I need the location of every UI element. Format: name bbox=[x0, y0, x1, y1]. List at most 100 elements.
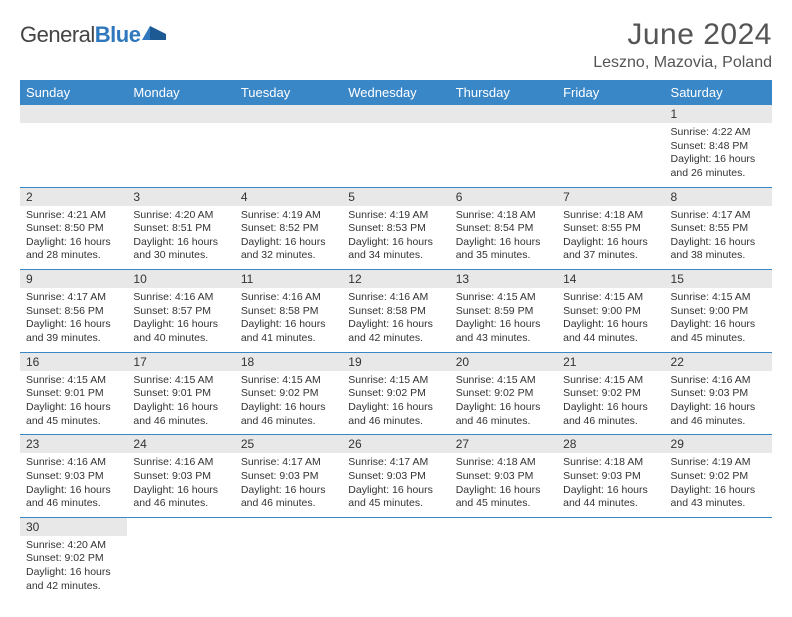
sunset-text: Sunset: 9:00 PM bbox=[671, 305, 766, 319]
day-content-cell bbox=[235, 536, 342, 600]
month-title: June 2024 bbox=[593, 18, 772, 52]
day-number-cell: 11 bbox=[235, 270, 342, 289]
day-content-cell: Sunrise: 4:20 AMSunset: 8:51 PMDaylight:… bbox=[127, 206, 234, 270]
daylight-text: and 45 minutes. bbox=[348, 497, 443, 511]
day-number-cell: 25 bbox=[235, 435, 342, 454]
sunrise-text: Sunrise: 4:15 AM bbox=[456, 291, 551, 305]
day-number-cell bbox=[665, 517, 772, 536]
sunset-text: Sunset: 8:48 PM bbox=[671, 140, 766, 154]
daylight-text: and 45 minutes. bbox=[26, 415, 121, 429]
daylight-text: and 41 minutes. bbox=[241, 332, 336, 346]
daylight-text: Daylight: 16 hours bbox=[133, 484, 228, 498]
daylight-text: Daylight: 16 hours bbox=[456, 484, 551, 498]
sunset-text: Sunset: 9:02 PM bbox=[241, 387, 336, 401]
daylight-text: and 44 minutes. bbox=[563, 497, 658, 511]
daylight-text: and 45 minutes. bbox=[671, 332, 766, 346]
daylight-text: Daylight: 16 hours bbox=[26, 318, 121, 332]
daylight-text: and 46 minutes. bbox=[671, 415, 766, 429]
day-content-cell: Sunrise: 4:16 AMSunset: 9:03 PMDaylight:… bbox=[20, 453, 127, 517]
daylight-text: Daylight: 16 hours bbox=[671, 318, 766, 332]
day-content-cell: Sunrise: 4:17 AMSunset: 9:03 PMDaylight:… bbox=[342, 453, 449, 517]
sunrise-text: Sunrise: 4:16 AM bbox=[671, 374, 766, 388]
day-number-cell: 22 bbox=[665, 352, 772, 371]
sunrise-text: Sunrise: 4:18 AM bbox=[563, 456, 658, 470]
day-content-cell: Sunrise: 4:15 AMSunset: 9:00 PMDaylight:… bbox=[665, 288, 772, 352]
day-number-cell: 19 bbox=[342, 352, 449, 371]
day-number-cell: 5 bbox=[342, 187, 449, 206]
sunset-text: Sunset: 9:00 PM bbox=[563, 305, 658, 319]
day-content-row: Sunrise: 4:22 AMSunset: 8:48 PMDaylight:… bbox=[20, 123, 772, 187]
daylight-text: Daylight: 16 hours bbox=[348, 236, 443, 250]
daylight-text: Daylight: 16 hours bbox=[671, 153, 766, 167]
daylight-text: Daylight: 16 hours bbox=[26, 236, 121, 250]
day-number-cell bbox=[235, 105, 342, 123]
day-number-cell: 21 bbox=[557, 352, 664, 371]
daylight-text: and 45 minutes. bbox=[456, 497, 551, 511]
daylight-text: Daylight: 16 hours bbox=[133, 401, 228, 415]
sunrise-text: Sunrise: 4:17 AM bbox=[241, 456, 336, 470]
sunset-text: Sunset: 9:02 PM bbox=[671, 470, 766, 484]
daylight-text: and 46 minutes. bbox=[348, 415, 443, 429]
daylight-text: and 40 minutes. bbox=[133, 332, 228, 346]
daylight-text: and 43 minutes. bbox=[671, 497, 766, 511]
sunset-text: Sunset: 9:02 PM bbox=[456, 387, 551, 401]
sunset-text: Sunset: 8:52 PM bbox=[241, 222, 336, 236]
weekday-header: Tuesday bbox=[235, 80, 342, 105]
day-content-cell: Sunrise: 4:17 AMSunset: 8:56 PMDaylight:… bbox=[20, 288, 127, 352]
sunrise-text: Sunrise: 4:20 AM bbox=[26, 539, 121, 553]
day-number-cell: 23 bbox=[20, 435, 127, 454]
sunset-text: Sunset: 9:03 PM bbox=[241, 470, 336, 484]
daylight-text: and 30 minutes. bbox=[133, 249, 228, 263]
day-content-cell: Sunrise: 4:15 AMSunset: 9:01 PMDaylight:… bbox=[127, 371, 234, 435]
daylight-text: and 46 minutes. bbox=[456, 415, 551, 429]
daylight-text: Daylight: 16 hours bbox=[563, 236, 658, 250]
sunrise-text: Sunrise: 4:16 AM bbox=[133, 291, 228, 305]
day-number-cell bbox=[20, 105, 127, 123]
day-content-cell: Sunrise: 4:22 AMSunset: 8:48 PMDaylight:… bbox=[665, 123, 772, 187]
sunset-text: Sunset: 9:02 PM bbox=[348, 387, 443, 401]
day-content-cell: Sunrise: 4:17 AMSunset: 9:03 PMDaylight:… bbox=[235, 453, 342, 517]
daylight-text: Daylight: 16 hours bbox=[241, 318, 336, 332]
sunset-text: Sunset: 9:03 PM bbox=[133, 470, 228, 484]
day-number-cell: 4 bbox=[235, 187, 342, 206]
day-number-cell: 18 bbox=[235, 352, 342, 371]
day-content-cell bbox=[342, 123, 449, 187]
daylight-text: and 46 minutes. bbox=[26, 497, 121, 511]
day-number-cell: 7 bbox=[557, 187, 664, 206]
daylight-text: Daylight: 16 hours bbox=[563, 484, 658, 498]
sunset-text: Sunset: 8:50 PM bbox=[26, 222, 121, 236]
daylight-text: Daylight: 16 hours bbox=[563, 318, 658, 332]
day-content-cell: Sunrise: 4:18 AMSunset: 8:55 PMDaylight:… bbox=[557, 206, 664, 270]
daylight-text: Daylight: 16 hours bbox=[456, 236, 551, 250]
location: Leszno, Mazovia, Poland bbox=[593, 54, 772, 72]
day-number-cell: 10 bbox=[127, 270, 234, 289]
day-content-cell: Sunrise: 4:16 AMSunset: 9:03 PMDaylight:… bbox=[665, 371, 772, 435]
day-content-cell bbox=[235, 123, 342, 187]
daylight-text: and 37 minutes. bbox=[563, 249, 658, 263]
daylight-text: Daylight: 16 hours bbox=[241, 401, 336, 415]
sunrise-text: Sunrise: 4:16 AM bbox=[348, 291, 443, 305]
day-number-cell: 16 bbox=[20, 352, 127, 371]
day-number-cell: 1 bbox=[665, 105, 772, 123]
daylight-text: and 42 minutes. bbox=[26, 580, 121, 594]
daylight-text: and 35 minutes. bbox=[456, 249, 551, 263]
day-content-cell bbox=[450, 123, 557, 187]
daylight-text: and 46 minutes. bbox=[133, 415, 228, 429]
day-number-cell: 27 bbox=[450, 435, 557, 454]
day-content-cell: Sunrise: 4:16 AMSunset: 8:58 PMDaylight:… bbox=[342, 288, 449, 352]
sunrise-text: Sunrise: 4:15 AM bbox=[563, 374, 658, 388]
sunset-text: Sunset: 8:53 PM bbox=[348, 222, 443, 236]
sunrise-text: Sunrise: 4:19 AM bbox=[348, 209, 443, 223]
daylight-text: and 26 minutes. bbox=[671, 167, 766, 181]
day-number-row: 23242526272829 bbox=[20, 435, 772, 454]
weekday-header-row: Sunday Monday Tuesday Wednesday Thursday… bbox=[20, 80, 772, 105]
sunrise-text: Sunrise: 4:15 AM bbox=[133, 374, 228, 388]
sunrise-text: Sunrise: 4:22 AM bbox=[671, 126, 766, 140]
calendar-table: Sunday Monday Tuesday Wednesday Thursday… bbox=[20, 80, 772, 599]
day-number-cell: 2 bbox=[20, 187, 127, 206]
day-content-row: Sunrise: 4:21 AMSunset: 8:50 PMDaylight:… bbox=[20, 206, 772, 270]
sunrise-text: Sunrise: 4:16 AM bbox=[241, 291, 336, 305]
weekday-header: Saturday bbox=[665, 80, 772, 105]
sunrise-text: Sunrise: 4:16 AM bbox=[133, 456, 228, 470]
daylight-text: Daylight: 16 hours bbox=[671, 236, 766, 250]
